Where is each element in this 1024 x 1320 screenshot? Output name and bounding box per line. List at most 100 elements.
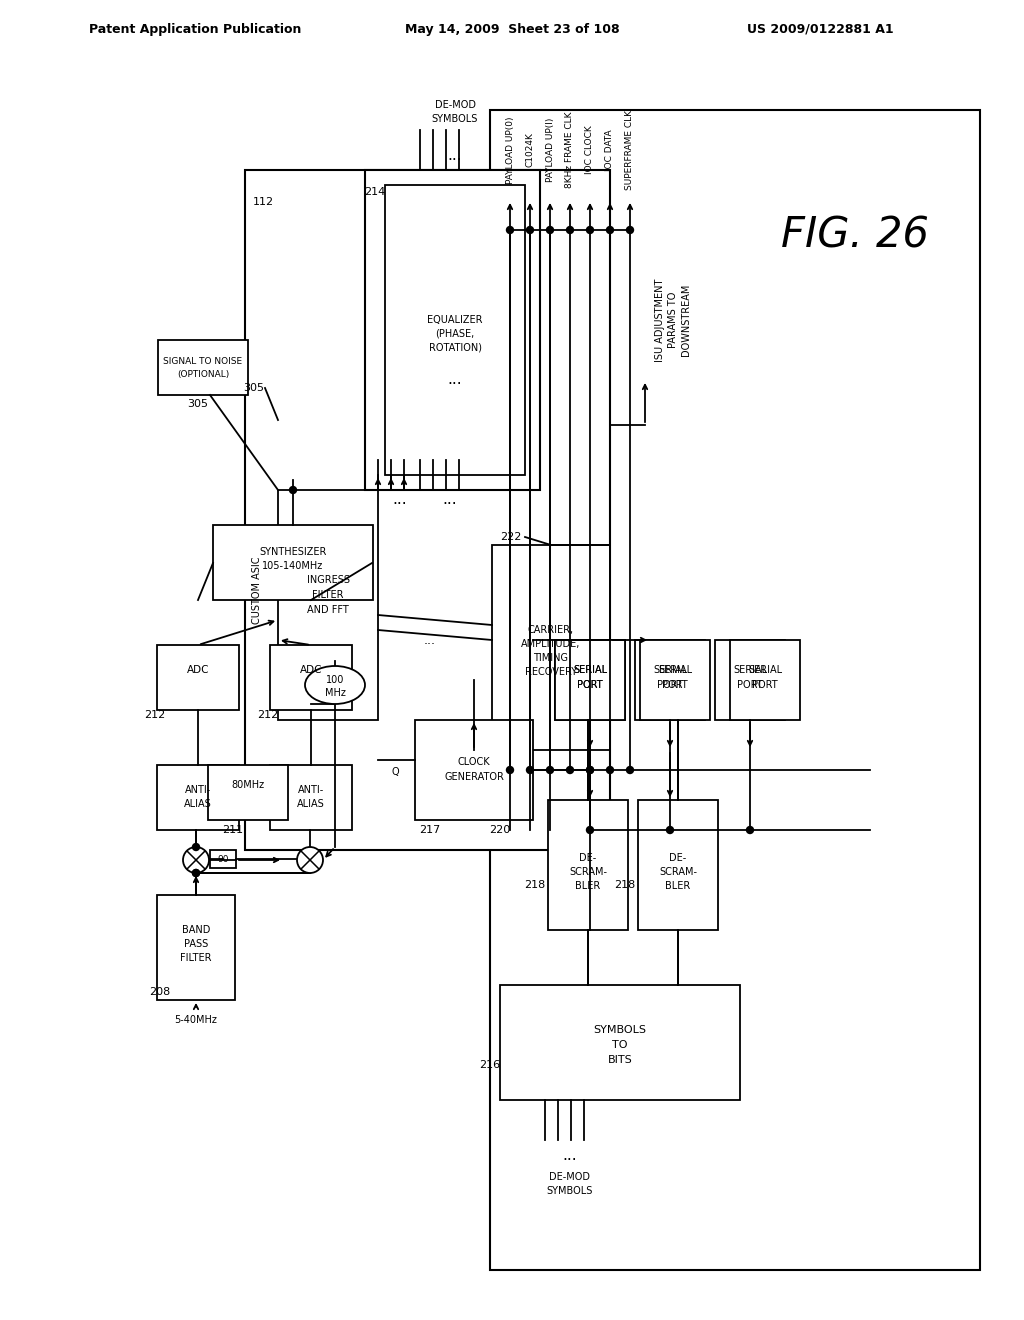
Text: 80MHz: 80MHz [231,780,264,789]
Text: SYMBOLS: SYMBOLS [594,1026,646,1035]
Text: IOC CLOCK: IOC CLOCK [586,125,595,174]
Text: DOWNSTREAM: DOWNSTREAM [681,284,691,356]
Text: 212: 212 [144,710,166,719]
Bar [500,985,740,1100]
Text: ...: ... [442,492,458,507]
Text: SERIAL: SERIAL [653,665,687,675]
Text: PAYLOAD UP(0): PAYLOAD UP(0) [506,116,514,183]
Circle shape [297,847,323,873]
Text: RECOVERY: RECOVERY [525,667,578,677]
Text: ANTI-: ANTI- [298,785,325,795]
Text: BITS: BITS [607,1055,633,1065]
Text: (OPTIONAL): (OPTIONAL) [177,371,229,380]
Bar [492,545,610,750]
Circle shape [526,227,534,234]
Text: 90: 90 [217,854,228,863]
Text: 100: 100 [326,675,344,685]
Text: SCRAM-: SCRAM- [569,867,607,876]
Circle shape [547,227,554,234]
Text: AND FFT: AND FFT [307,605,349,615]
Text: PORT: PORT [663,680,688,690]
Circle shape [667,826,674,833]
Text: TIMING: TIMING [534,653,568,663]
Text: PORT: PORT [578,680,603,690]
Text: SERIAL: SERIAL [733,665,767,675]
Text: BLER: BLER [575,880,601,891]
Text: PARAMS TO: PARAMS TO [668,292,678,348]
Bar [210,850,236,869]
Text: US 2009/0122881 A1: US 2009/0122881 A1 [746,22,893,36]
Text: 218: 218 [614,880,636,890]
Circle shape [587,767,594,774]
Bar [270,766,352,830]
Text: 217: 217 [420,825,440,836]
Text: ROTATION): ROTATION) [428,343,481,352]
Text: INGRESS: INGRESS [306,576,349,585]
Text: TO: TO [612,1040,628,1049]
Text: SIGNAL TO NOISE: SIGNAL TO NOISE [164,358,243,367]
Text: DE-MOD: DE-MOD [550,1172,591,1181]
Circle shape [566,767,573,774]
Text: FILTER: FILTER [180,953,212,964]
Text: SERIAL: SERIAL [573,665,607,675]
Text: 305: 305 [187,399,209,409]
Circle shape [627,767,634,774]
Text: ...: ... [392,492,408,507]
Bar [555,640,625,719]
Bar [490,110,980,1270]
Text: AMPLITUDE,: AMPLITUDE, [521,639,581,649]
Text: PORT: PORT [753,680,778,690]
Bar [365,170,540,490]
Text: 5-40MHz: 5-40MHz [174,1015,217,1026]
Circle shape [290,487,297,494]
Text: 220: 220 [489,825,511,836]
Circle shape [193,843,200,850]
Bar [157,645,239,710]
Text: BLER: BLER [666,880,690,891]
Text: ...: ... [447,148,462,162]
Text: May 14, 2009  Sheet 23 of 108: May 14, 2009 Sheet 23 of 108 [404,22,620,36]
Text: EQUALIZER: EQUALIZER [427,315,482,325]
Circle shape [627,227,634,234]
Text: 212: 212 [257,710,279,719]
Circle shape [606,767,613,774]
Bar [555,640,625,719]
Text: 216: 216 [479,1060,501,1071]
Circle shape [587,227,594,234]
Text: 211: 211 [222,825,244,836]
Bar [245,170,610,850]
Text: SERIAL: SERIAL [748,665,782,675]
Circle shape [193,870,200,876]
Bar [548,800,628,931]
Text: ANTI-: ANTI- [185,785,211,795]
Text: 105-140MHz: 105-140MHz [262,561,324,572]
Text: Q: Q [391,767,398,777]
Bar [270,645,352,710]
Text: GENERATOR: GENERATOR [444,772,504,781]
Text: 222: 222 [501,532,521,543]
Text: SUPERFRAME CLK: SUPERFRAME CLK [626,110,635,190]
Ellipse shape [305,667,365,704]
Text: PASS: PASS [184,939,208,949]
Text: 305: 305 [244,383,264,393]
Bar [213,525,373,601]
Text: DE-MOD: DE-MOD [434,100,475,110]
Circle shape [507,767,513,774]
Text: ADC: ADC [300,665,323,675]
Circle shape [193,870,200,876]
Text: ALIAS: ALIAS [184,799,212,809]
Bar [158,341,248,395]
Text: SYMBOLS: SYMBOLS [432,114,478,124]
Text: 112: 112 [253,197,273,207]
Bar [157,895,234,1001]
Text: SERIAL: SERIAL [658,665,692,675]
Text: ADC: ADC [186,665,209,675]
Text: SERIAL: SERIAL [573,665,607,675]
Circle shape [587,767,594,774]
Text: C1024K: C1024K [525,132,535,168]
Text: PORT: PORT [578,680,603,690]
Bar [415,719,534,820]
Text: Patent Application Publication: Patent Application Publication [89,22,301,36]
Text: 8KHz FRAME CLK: 8KHz FRAME CLK [565,112,574,189]
Text: IOC DATA: IOC DATA [605,129,614,170]
